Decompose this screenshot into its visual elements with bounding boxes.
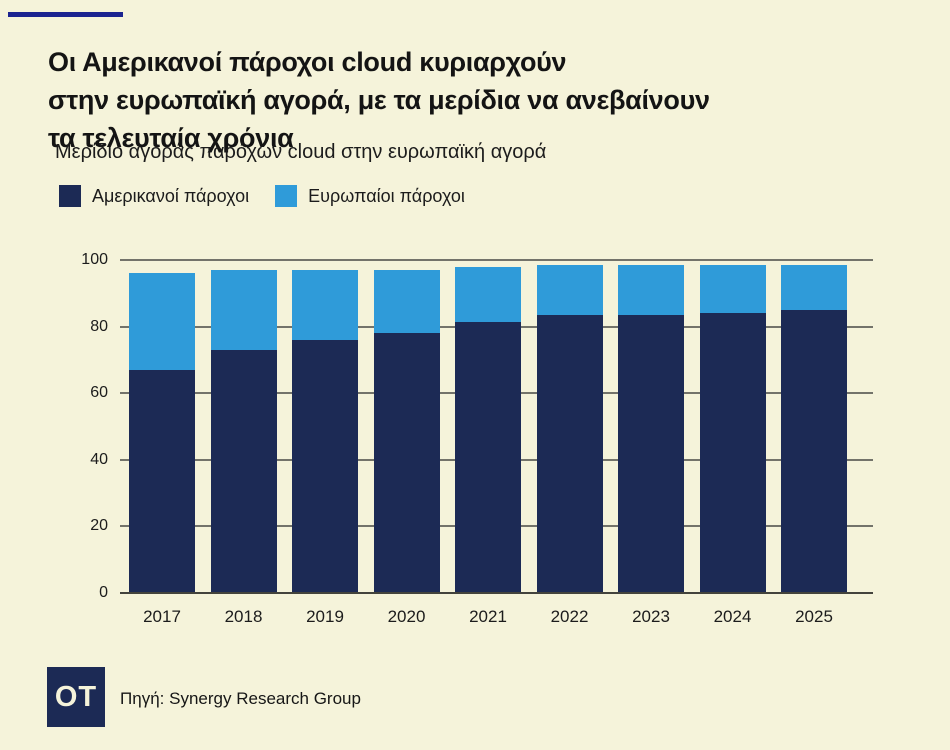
chart-subtitle: Μερίδιο αγοράς παρόχων cloud στην ευρωπα… xyxy=(55,141,547,163)
legend-item-0: Αμερικανοί πάροχοι xyxy=(59,185,249,207)
bar-segment-american-2017 xyxy=(129,369,195,593)
ot-logo: OT xyxy=(47,667,105,727)
y-tick-label-0: 0 xyxy=(99,584,108,601)
x-tick-label-2022: 2022 xyxy=(550,607,589,626)
x-tick-label-2024: 2024 xyxy=(713,607,752,626)
x-tick-label-2018: 2018 xyxy=(224,607,263,626)
bar-2022: 2022 xyxy=(536,260,603,626)
bar-segment-american-2021 xyxy=(455,321,521,593)
bar-segment-american-2024 xyxy=(699,313,766,593)
bar-2024: 2024 xyxy=(699,260,766,626)
bar-segment-european-2024 xyxy=(699,265,766,314)
bar-2019: 2019 xyxy=(292,260,358,626)
bar-segment-european-2025 xyxy=(781,265,847,310)
x-tick-label-2020: 2020 xyxy=(387,607,426,626)
bar-segment-american-2018 xyxy=(210,349,277,593)
bar-segment-american-2020 xyxy=(373,333,440,593)
bar-2018: 2018 xyxy=(210,260,277,626)
legend-item-1: Ευρωπαίοι πάροχοι xyxy=(275,185,465,207)
page-title: Οι Αμερικανοί πάροχοι cloud κυριαρχούν σ… xyxy=(48,47,710,154)
y-tick-label-60: 60 xyxy=(90,384,108,402)
bar-segment-american-2022 xyxy=(536,314,603,593)
bar-segment-european-2019 xyxy=(292,270,358,340)
bar-segment-american-2025 xyxy=(781,309,847,593)
bar-2023: 2023 xyxy=(618,260,684,626)
bar-segment-european-2020 xyxy=(373,270,440,334)
accent-rule xyxy=(8,12,123,17)
bar-segment-european-2018 xyxy=(210,270,277,350)
x-tick-label-2025: 2025 xyxy=(795,607,833,626)
y-tick-label-40: 40 xyxy=(90,450,108,468)
x-tick-label-2019: 2019 xyxy=(306,607,344,626)
bar-segment-european-2022 xyxy=(536,265,603,315)
source-credit: Πηγή: Synergy Research Group xyxy=(120,689,361,708)
legend: Αμερικανοί πάροχοι Ευρωπαίοι πάροχοι xyxy=(59,185,465,207)
plot-area: 0 20 40 60 80 100 2017 2018 2019 2020 2021 2022 2023… xyxy=(81,251,873,626)
ot-logo-text: OT xyxy=(54,680,98,713)
y-tick-label-20: 20 xyxy=(90,517,108,535)
x-tick-label-2017: 2017 xyxy=(143,607,181,626)
x-tick-label-2021: 2021 xyxy=(469,607,507,626)
bar-segment-american-2023 xyxy=(618,314,684,593)
bar-2020: 2020 xyxy=(373,260,440,626)
y-tick-label-80: 80 xyxy=(90,317,108,335)
gridline-100 xyxy=(120,259,873,261)
x-tick-label-2023: 2023 xyxy=(632,607,670,626)
bar-segment-european-2021 xyxy=(455,266,521,322)
legend-label-0: Αμερικανοί πάροχοι xyxy=(92,185,250,206)
legend-label-1: Ευρωπαίοι πάροχοι xyxy=(308,185,465,206)
x-axis-line xyxy=(120,592,873,594)
bar-2025: 2025 xyxy=(781,260,847,626)
legend-swatch-1 xyxy=(275,185,298,207)
bar-2017: 2017 xyxy=(129,260,195,626)
bar-2021: 2021 xyxy=(455,260,521,626)
y-tick-label-100: 100 xyxy=(81,251,108,268)
legend-swatch-0 xyxy=(59,185,81,207)
bar-segment-american-2019 xyxy=(292,339,358,593)
bar-segment-european-2017 xyxy=(129,273,195,370)
bar-segment-european-2023 xyxy=(618,265,684,315)
bars-container: 2017 2018 2019 2020 2021 2022 2023 2024 2025 xyxy=(129,260,847,626)
